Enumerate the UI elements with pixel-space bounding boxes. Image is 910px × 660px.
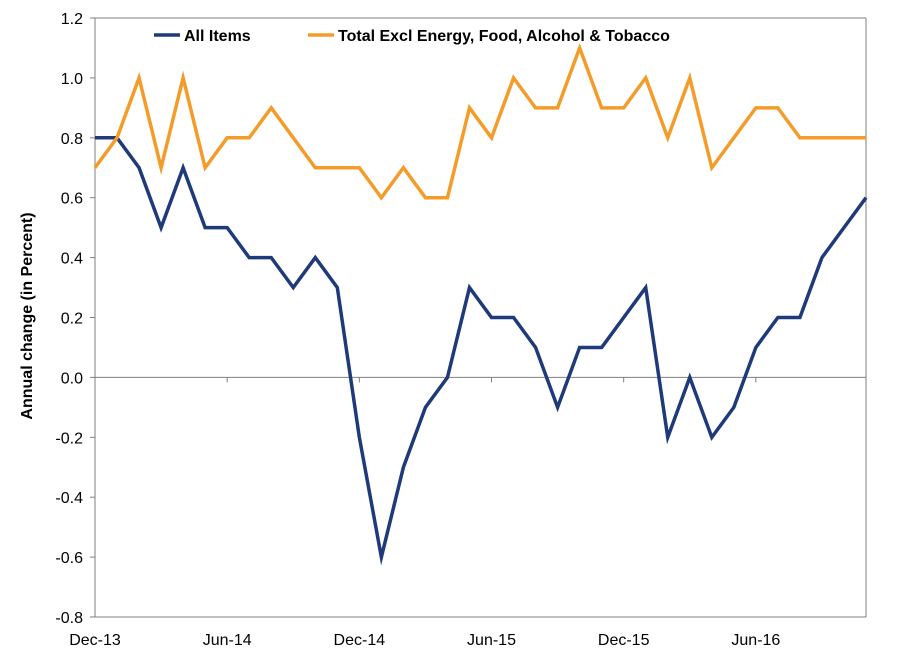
x-axis: Dec-13 Jun-14 Dec-14 Jun-15 Dec-15 Jun-16	[69, 377, 780, 649]
series-line-core	[93, 42, 866, 201]
legend-label-all-items: All Items	[184, 28, 251, 45]
y-axis-title: Annual change (in Percent)	[19, 212, 36, 419]
y-tick-label: -0.6	[55, 550, 83, 567]
x-tick-label: Jun-14	[203, 632, 252, 649]
legend: All Items Total Excl Energy, Food, Alcoho…	[154, 28, 670, 45]
series-lines	[93, 42, 868, 566]
y-axis: 1.2 1.0 0.8 0.6 0.4 0.2 0.0 -0.2 -0.4 -0.6 -0.8	[55, 11, 95, 627]
y-tick-label: -0.4	[55, 490, 83, 507]
x-tick-label: Dec-13	[69, 632, 121, 649]
y-tick-label: 0.6	[61, 191, 83, 208]
y-tick-label: 1.0	[61, 71, 83, 88]
x-tick-label: Dec-14	[334, 632, 386, 649]
plot-frame	[94, 17, 867, 618]
y-tick-label: 0.0	[61, 370, 83, 387]
y-tick-label: 0.4	[61, 251, 83, 268]
y-tick-label: -0.8	[55, 610, 83, 627]
x-tick-label: Jun-16	[731, 632, 780, 649]
y-tick-label: -0.2	[55, 430, 83, 447]
series-line-all-items	[95, 136, 868, 566]
y-tick-label: 0.2	[61, 311, 83, 328]
x-tick-label: Jun-15	[467, 632, 516, 649]
x-tick-label: Dec-15	[598, 632, 650, 649]
y-tick-label: 1.2	[61, 11, 83, 28]
legend-label-core: Total Excl Energy, Food, Alcohol & Tobac…	[338, 28, 670, 45]
y-tick-label: 0.8	[61, 131, 83, 148]
